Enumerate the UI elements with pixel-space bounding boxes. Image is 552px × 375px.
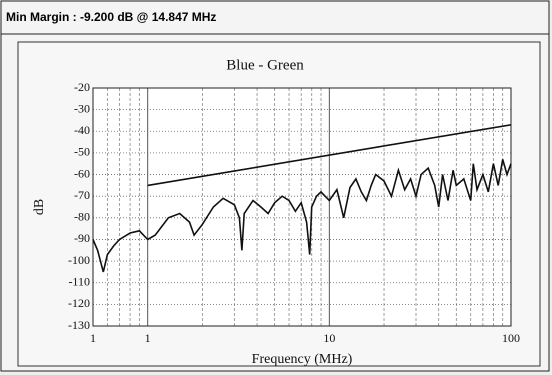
- header-text: Min Margin : -9.200 dB @ 14.847 MHz: [6, 10, 217, 24]
- y-tick-label: -20: [74, 80, 90, 94]
- y-tick-label: -100: [68, 253, 90, 267]
- y-tick-label: -80: [74, 210, 90, 224]
- series-line: [92, 159, 512, 273]
- y-tick-label: -50: [74, 145, 90, 159]
- x-tick-label: 100: [502, 331, 520, 345]
- x-tick-label: 1: [90, 331, 96, 345]
- y-tick-label: -120: [68, 296, 90, 310]
- x-tick-label: 1: [145, 331, 151, 345]
- y-tick-label: -30: [74, 101, 90, 115]
- y-tick-label: -90: [74, 231, 90, 245]
- y-tick-label: -40: [74, 123, 90, 137]
- y-tick-label: -130: [68, 318, 90, 332]
- y-axis-label: dB: [32, 199, 47, 215]
- chart-title: Blue - Green: [226, 57, 304, 73]
- x-tick-label: 10: [323, 331, 335, 345]
- y-tick-label: -60: [74, 166, 90, 180]
- y-tick-label: -70: [74, 188, 90, 202]
- plot-border: [92, 87, 512, 327]
- series-line: [147, 124, 512, 187]
- x-axis-label: Frequency (MHz): [252, 352, 353, 367]
- y-tick-label: -110: [68, 274, 90, 288]
